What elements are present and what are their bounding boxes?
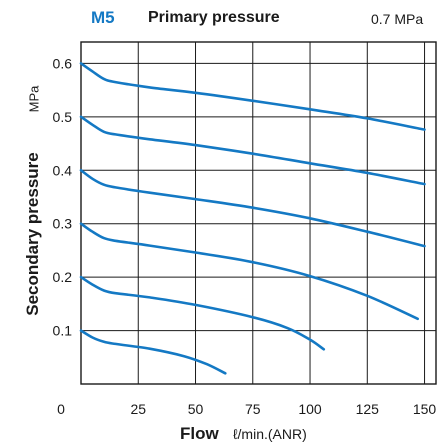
series-line-0.4 <box>79 169 426 248</box>
y-tick-label: 0.2 <box>53 269 73 285</box>
x-tick-label: 150 <box>413 401 437 417</box>
x-tick-label: 0 <box>57 401 65 417</box>
model-label: M5 <box>91 8 115 27</box>
series-line-0.1 <box>79 329 227 375</box>
series-line-0.2 <box>79 275 326 351</box>
plot-frame <box>80 41 437 385</box>
x-tick-label: 100 <box>298 401 322 417</box>
series-line-0.6 <box>79 62 426 131</box>
y-tick-labels: 0.1 0.2 0.3 0.4 0.5 0.6 <box>53 55 73 338</box>
y-tick-label: 0.6 <box>53 55 73 71</box>
series-line-0.5 <box>79 115 426 186</box>
y-tick-label: 0.1 <box>53 323 73 339</box>
y-tick-label: 0.5 <box>53 109 73 125</box>
y-axis-unit: MPa <box>26 85 42 113</box>
y-tick-label: 0.4 <box>53 162 73 178</box>
grid <box>80 41 437 385</box>
curves <box>79 62 426 375</box>
x-axis-unit: ℓ/min.(ANR) <box>233 426 307 442</box>
series-line-0.3 <box>79 222 419 321</box>
y-axis-title: Secondary pressure <box>23 152 42 316</box>
x-tick-label: 25 <box>130 401 146 417</box>
x-axis-title: Flow <box>180 424 219 443</box>
y-tick-label: 0.3 <box>53 216 73 232</box>
primary-pressure-value: 0.7 MPa <box>371 11 424 27</box>
x-tick-label: 125 <box>356 401 380 417</box>
x-tick-label: 75 <box>245 401 261 417</box>
x-tick-labels: 0 25 50 75 100 125 150 <box>57 401 436 417</box>
chart-title: Primary pressure <box>148 9 280 26</box>
x-tick-label: 50 <box>188 401 204 417</box>
